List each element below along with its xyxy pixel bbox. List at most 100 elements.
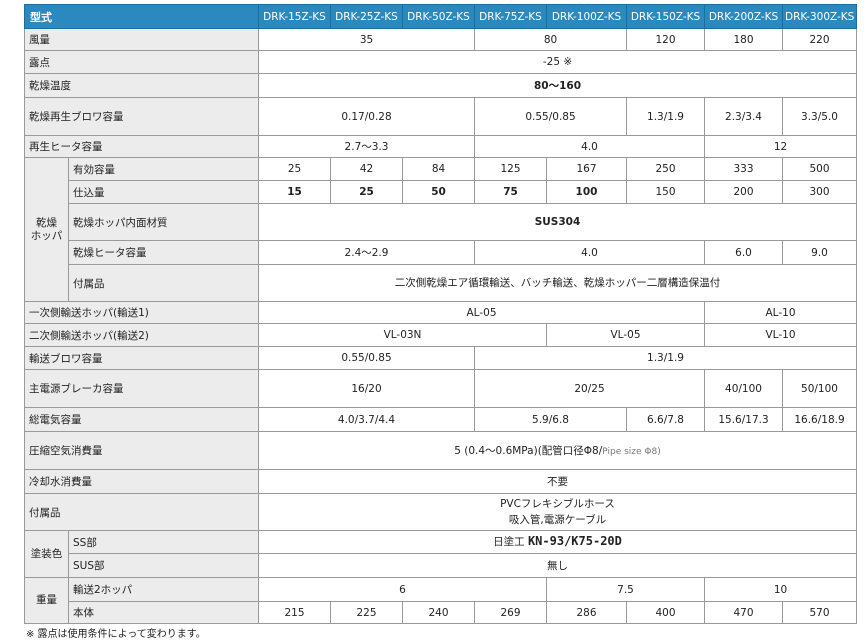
value-cell: SUS304 — [258, 203, 857, 241]
row-sublabel: SS部 — [68, 530, 259, 554]
model-header: DRK-50Z-KS — [402, 4, 475, 29]
value-cell: 200 — [704, 180, 783, 204]
value-cell: 3.3/5.0 — [782, 97, 857, 136]
value-text: 570 — [809, 606, 830, 619]
value-text: 4.0 — [581, 246, 598, 259]
value-cell: 225 — [330, 601, 403, 624]
value-text: 80 — [543, 33, 558, 46]
table-row: 付属品 二次側乾燥エア循環輸送、バッチ輸送、乾燥ホッパー二層構造保温付 — [25, 264, 857, 302]
value-text: 50/100 — [801, 382, 838, 395]
value-text: 9.0 — [811, 246, 828, 259]
value-text: 42 — [359, 163, 374, 175]
table-row: SUS部 無し — [25, 553, 857, 578]
value-cell: 0.17/0.28 — [258, 97, 475, 136]
value-text: 200 — [733, 186, 754, 198]
row-label: 二次側輸送ホッパ(輸送2) — [24, 323, 259, 347]
value-cell: 16/20 — [258, 369, 475, 408]
table-row: 乾燥ホッパ内面材質 SUS304 — [25, 203, 857, 241]
value-text: 2.3/3.4 — [725, 110, 762, 123]
table-row: 総電気容量 4.0/3.7/4.4 5.9/6.8 6.6/7.8 15.6/17.3 1… — [24, 407, 857, 432]
row-sublabel: 有効容量 — [68, 157, 259, 181]
value-cell: 4.0 — [474, 240, 705, 265]
value-text: 25 — [287, 163, 302, 175]
table-row: 露点 -25 ※ — [24, 50, 857, 74]
value-cell: 1.3/1.9 — [474, 346, 857, 370]
value-cell: 333 — [704, 157, 783, 181]
model-header: DRK-25Z-KS — [330, 4, 403, 29]
value-text: 2.4～2.9 — [344, 246, 389, 259]
table-row: 圧縮空気消費量 5 (0.4～0.6MPa)(配管口径Φ8/Pipe size Φ… — [24, 431, 857, 470]
value-text: 2.7～3.3 — [344, 140, 389, 153]
value-cell: 500 — [782, 157, 857, 181]
value-cell: 15.6/17.3 — [704, 407, 783, 432]
value-text: 75 — [503, 186, 518, 198]
table-row: 一次側輸送ホッパ(輸送1) AL-05 AL-10 — [24, 301, 857, 324]
value-cell: 240 — [402, 601, 475, 624]
row-sublabel: 乾燥ヒータ容量 — [68, 240, 259, 265]
row-label: 輸送ブロワ容量 — [24, 346, 259, 370]
table-row: 乾燥 ホッパ 有効容量 25 42 84 125 167 250 333 500 — [24, 157, 857, 302]
value-text: 5 (0.4～0.6MPa)(配管口径Φ8/ — [454, 444, 603, 457]
row-label: 冷却水消費量 — [24, 469, 259, 494]
table-row: 仕込量 15 25 50 75 100 150 200 300 — [25, 180, 857, 204]
model-header: DRK-100Z-KS — [546, 4, 627, 29]
value-text: 6.6/7.8 — [647, 413, 684, 426]
value-cell: 250 — [626, 157, 705, 181]
value-cell: 日塗工 KN-93/K75-20D — [258, 530, 857, 554]
spec-table: 型式 DRK-15Z-KS DRK-25Z-KS DRK-50Z-KS DRK-75Z… — [24, 4, 857, 624]
value-cell: AL-05 — [258, 301, 705, 324]
value-text: 6.0 — [735, 246, 752, 259]
value-cell: 75 — [474, 180, 547, 204]
value-text: 二次側乾燥エア循環輸送、バッチ輸送、乾燥ホッパー二層構造保温付 — [394, 277, 721, 289]
header-label: 型式 — [24, 4, 259, 29]
value-cell: 5 (0.4～0.6MPa)(配管口径Φ8/Pipe size Φ8) — [258, 431, 857, 470]
value-text: 6 — [399, 583, 406, 596]
table-row: 付属品 PVCフレキシブルホース 吸入管,電源ケーブル — [24, 493, 857, 531]
group-label: 乾燥 ホッパ — [24, 157, 69, 302]
value-text: 不要 — [547, 475, 568, 488]
group-label: 重量 — [24, 577, 69, 624]
value-text: 100 — [575, 186, 598, 198]
table-row: 輸送ブロワ容量 0.55/0.85 1.3/1.9 — [24, 346, 857, 370]
value-text: 10 — [773, 583, 788, 596]
value-text: 180 — [733, 33, 754, 46]
value-cell: 84 — [402, 157, 475, 181]
row-label: 圧縮空気消費量 — [24, 431, 259, 470]
table-row: 乾燥温度 80～160 — [24, 73, 857, 98]
value-text: 500 — [809, 163, 830, 175]
value-cell: 300 — [782, 180, 857, 204]
table-row: 風量 35 80 120 180 220 — [24, 28, 857, 51]
value-text: 333 — [733, 163, 754, 175]
row-sublabel: 付属品 — [68, 264, 259, 302]
value-cell: 10 — [704, 577, 857, 602]
value-text: AL-10 — [765, 306, 796, 319]
value-text: 35 — [359, 33, 374, 46]
row-label: 乾燥再生ブロワ容量 — [24, 97, 259, 136]
table-row: 乾燥ヒータ容量 2.4～2.9 4.0 6.0 9.0 — [25, 240, 857, 265]
value-cell: 220 — [782, 28, 857, 51]
value-cell: 80～160 — [258, 73, 857, 98]
value-cell: 7.5 — [546, 577, 705, 602]
paint-code: KN-93/K75-20D — [527, 534, 622, 548]
value-cell: 2.4～2.9 — [258, 240, 475, 265]
value-cell: 9.0 — [782, 240, 857, 265]
value-cell: 0.55/0.85 — [474, 97, 627, 136]
value-cell: 286 — [546, 601, 627, 624]
value-text: SUS304 — [534, 216, 581, 228]
value-cell: 100 — [546, 180, 627, 204]
value-cell: 470 — [704, 601, 783, 624]
value-cell: 80 — [474, 28, 627, 51]
value-text: 15 — [287, 186, 302, 198]
value-cell: VL-10 — [704, 323, 857, 347]
value-cell: 570 — [782, 601, 857, 624]
footnote: ※ 露点は使用条件によって変わります。 — [26, 629, 206, 640]
value-text: 1.3/1.9 — [647, 110, 684, 123]
value-text: 215 — [284, 606, 305, 619]
value-text: 286 — [576, 606, 597, 619]
value-cell: PVCフレキシブルホース 吸入管,電源ケーブル — [258, 493, 857, 531]
model-header: DRK-15Z-KS — [258, 4, 331, 29]
value-cell: 2.7～3.3 — [258, 135, 475, 158]
value-cell: 0.55/0.85 — [258, 346, 475, 370]
table-row: 再生ヒータ容量 2.7～3.3 4.0 12 — [24, 135, 857, 158]
value-text: 無し — [547, 559, 568, 572]
